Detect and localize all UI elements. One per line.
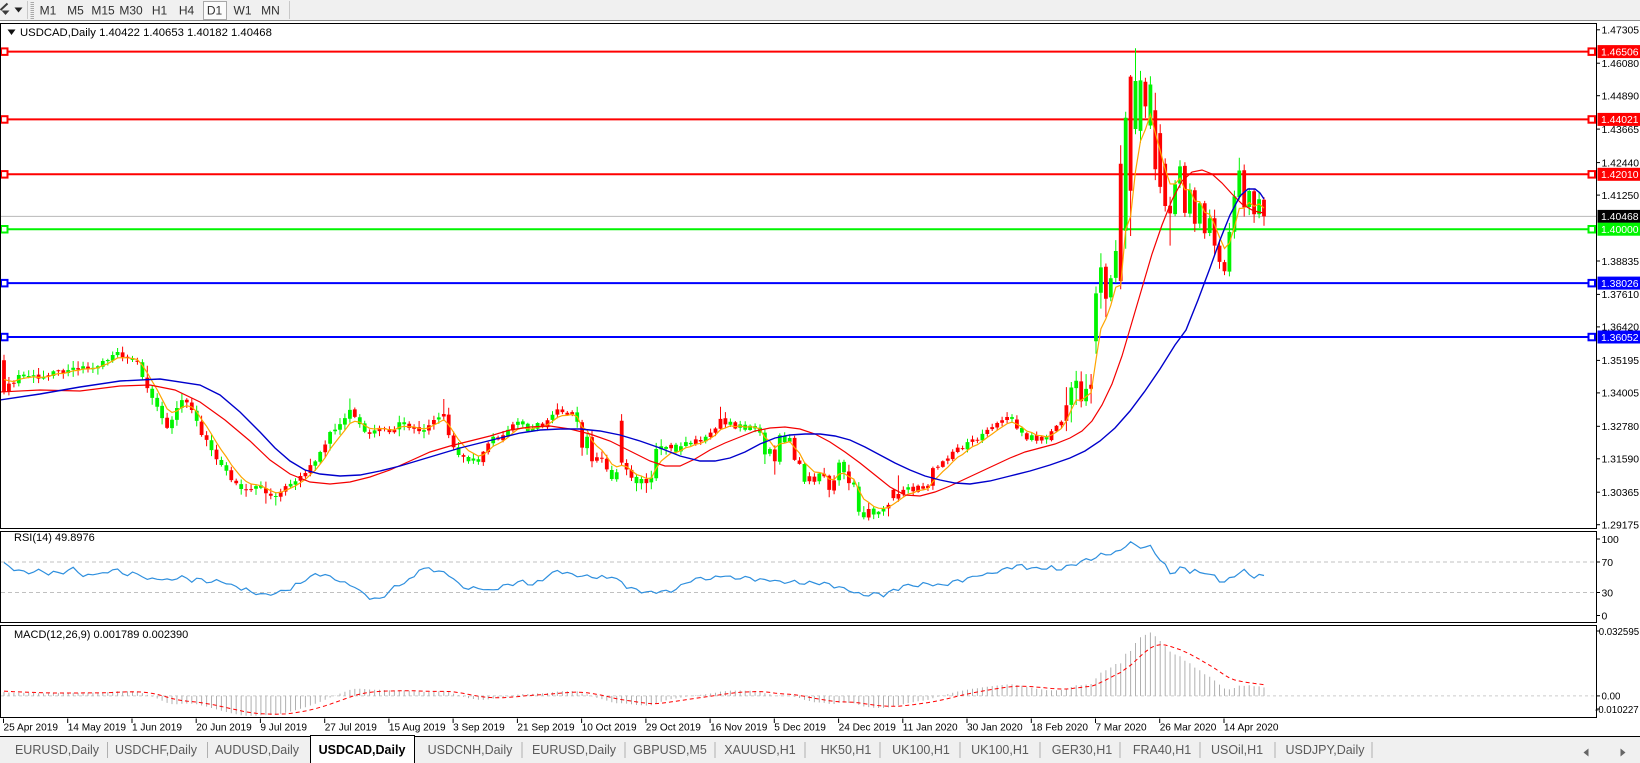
svg-text:11 Jan 2020: 11 Jan 2020: [903, 723, 958, 734]
svg-text:1.44021: 1.44021: [1601, 115, 1639, 126]
svg-text:-0.010227: -0.010227: [1595, 705, 1639, 716]
svg-text:1.38835: 1.38835: [1602, 257, 1640, 268]
svg-text:USDCAD,Daily: USDCAD,Daily: [319, 743, 406, 757]
svg-text:16 Nov 2019: 16 Nov 2019: [710, 723, 768, 734]
svg-text:UK100,H1: UK100,H1: [971, 743, 1029, 757]
svg-text:1.38026: 1.38026: [1601, 279, 1639, 290]
svg-text:1.29175: 1.29175: [1602, 521, 1640, 532]
svg-text:W1: W1: [234, 4, 252, 18]
svg-text:HK50,H1: HK50,H1: [821, 743, 872, 757]
svg-text:15 Aug 2019: 15 Aug 2019: [389, 723, 446, 734]
svg-text:9 Jul 2019: 9 Jul 2019: [260, 723, 307, 734]
svg-text:FRA40,H1: FRA40,H1: [1133, 743, 1191, 757]
svg-text:70: 70: [1602, 558, 1614, 569]
svg-text:AUDUSD,Daily: AUDUSD,Daily: [215, 743, 300, 757]
svg-text:MN: MN: [261, 4, 280, 18]
svg-text:USDJPY,Daily: USDJPY,Daily: [1286, 743, 1366, 757]
svg-text:EURUSD,Daily: EURUSD,Daily: [15, 743, 100, 757]
svg-text:1.36052: 1.36052: [1601, 333, 1639, 344]
svg-text:1.47305: 1.47305: [1602, 26, 1640, 37]
svg-text:1.42440: 1.42440: [1602, 158, 1640, 169]
svg-text:M30: M30: [119, 4, 143, 18]
svg-text:1.36420: 1.36420: [1602, 323, 1640, 334]
svg-text:1.46080: 1.46080: [1602, 59, 1640, 70]
svg-text:D1: D1: [207, 4, 223, 18]
svg-text:M1: M1: [40, 4, 57, 18]
svg-text:0: 0: [1602, 611, 1608, 622]
svg-text:29 Oct 2019: 29 Oct 2019: [646, 723, 701, 734]
svg-text:1.44890: 1.44890: [1602, 92, 1640, 103]
svg-text:1 Jun 2019: 1 Jun 2019: [132, 723, 182, 734]
svg-text:0.032595: 0.032595: [1599, 627, 1639, 638]
svg-text:24 Dec 2019: 24 Dec 2019: [839, 723, 897, 734]
svg-text:1.43665: 1.43665: [1602, 125, 1640, 136]
svg-text:H1: H1: [152, 4, 168, 18]
svg-text:USDCAD,Daily 1.40422 1.40653: USDCAD,Daily 1.40422 1.40653 1.40182 1.4…: [20, 27, 272, 39]
svg-text:USOil,H1: USOil,H1: [1211, 743, 1263, 757]
svg-text:1.41250: 1.41250: [1602, 191, 1640, 202]
svg-text:3 Sep 2019: 3 Sep 2019: [453, 723, 505, 734]
svg-text:1.40468: 1.40468: [1601, 212, 1639, 223]
svg-text:1.42010: 1.42010: [1601, 170, 1639, 181]
svg-text:100: 100: [1602, 535, 1620, 546]
svg-text:RSI(14) 49.8976: RSI(14) 49.8976: [14, 532, 95, 544]
svg-text:1.32780: 1.32780: [1602, 422, 1640, 433]
svg-text:1.46506: 1.46506: [1601, 47, 1639, 58]
svg-text:26 Mar 2020: 26 Mar 2020: [1160, 723, 1217, 734]
svg-text:30: 30: [1602, 588, 1614, 599]
svg-text:M5: M5: [67, 4, 84, 18]
svg-text:XAUUSD,H1: XAUUSD,H1: [724, 743, 796, 757]
svg-text:27 Jul 2019: 27 Jul 2019: [325, 723, 378, 734]
svg-text:1.35195: 1.35195: [1602, 356, 1640, 367]
svg-text:UK100,H1: UK100,H1: [892, 743, 950, 757]
svg-text:H4: H4: [179, 4, 195, 18]
svg-text:18 Feb 2020: 18 Feb 2020: [1031, 723, 1088, 734]
svg-text:EURUSD,Daily: EURUSD,Daily: [532, 743, 617, 757]
svg-text:1.31590: 1.31590: [1602, 455, 1640, 466]
svg-text:1.40000: 1.40000: [1601, 225, 1639, 236]
svg-text:GBPUSD,M5: GBPUSD,M5: [633, 743, 707, 757]
svg-text:USDCHF,Daily: USDCHF,Daily: [115, 743, 198, 757]
svg-text:USDCNH,Daily: USDCNH,Daily: [428, 743, 513, 757]
svg-text:20 Jun 2019: 20 Jun 2019: [196, 723, 252, 734]
svg-text:10 Oct 2019: 10 Oct 2019: [582, 723, 637, 734]
svg-text:GER30,H1: GER30,H1: [1052, 743, 1112, 757]
svg-text:1.30365: 1.30365: [1602, 488, 1640, 499]
svg-text:30 Jan 2020: 30 Jan 2020: [967, 723, 1023, 734]
svg-text:5 Dec 2019: 5 Dec 2019: [774, 723, 826, 734]
svg-text:1.37610: 1.37610: [1602, 290, 1640, 301]
svg-text:14 May 2019: 14 May 2019: [68, 723, 127, 734]
svg-text:0.00: 0.00: [1602, 692, 1621, 703]
svg-text:21 Sep 2019: 21 Sep 2019: [517, 723, 575, 734]
svg-text:25 Apr 2019: 25 Apr 2019: [4, 723, 59, 734]
svg-text:MACD(12,26,9) 0.001789 0.00239: MACD(12,26,9) 0.001789 0.002390: [14, 629, 188, 641]
svg-text:7 Mar 2020: 7 Mar 2020: [1096, 723, 1147, 734]
svg-text:1.34005: 1.34005: [1602, 389, 1640, 400]
svg-text:M15: M15: [91, 4, 115, 18]
svg-text:14 Apr 2020: 14 Apr 2020: [1224, 723, 1279, 734]
